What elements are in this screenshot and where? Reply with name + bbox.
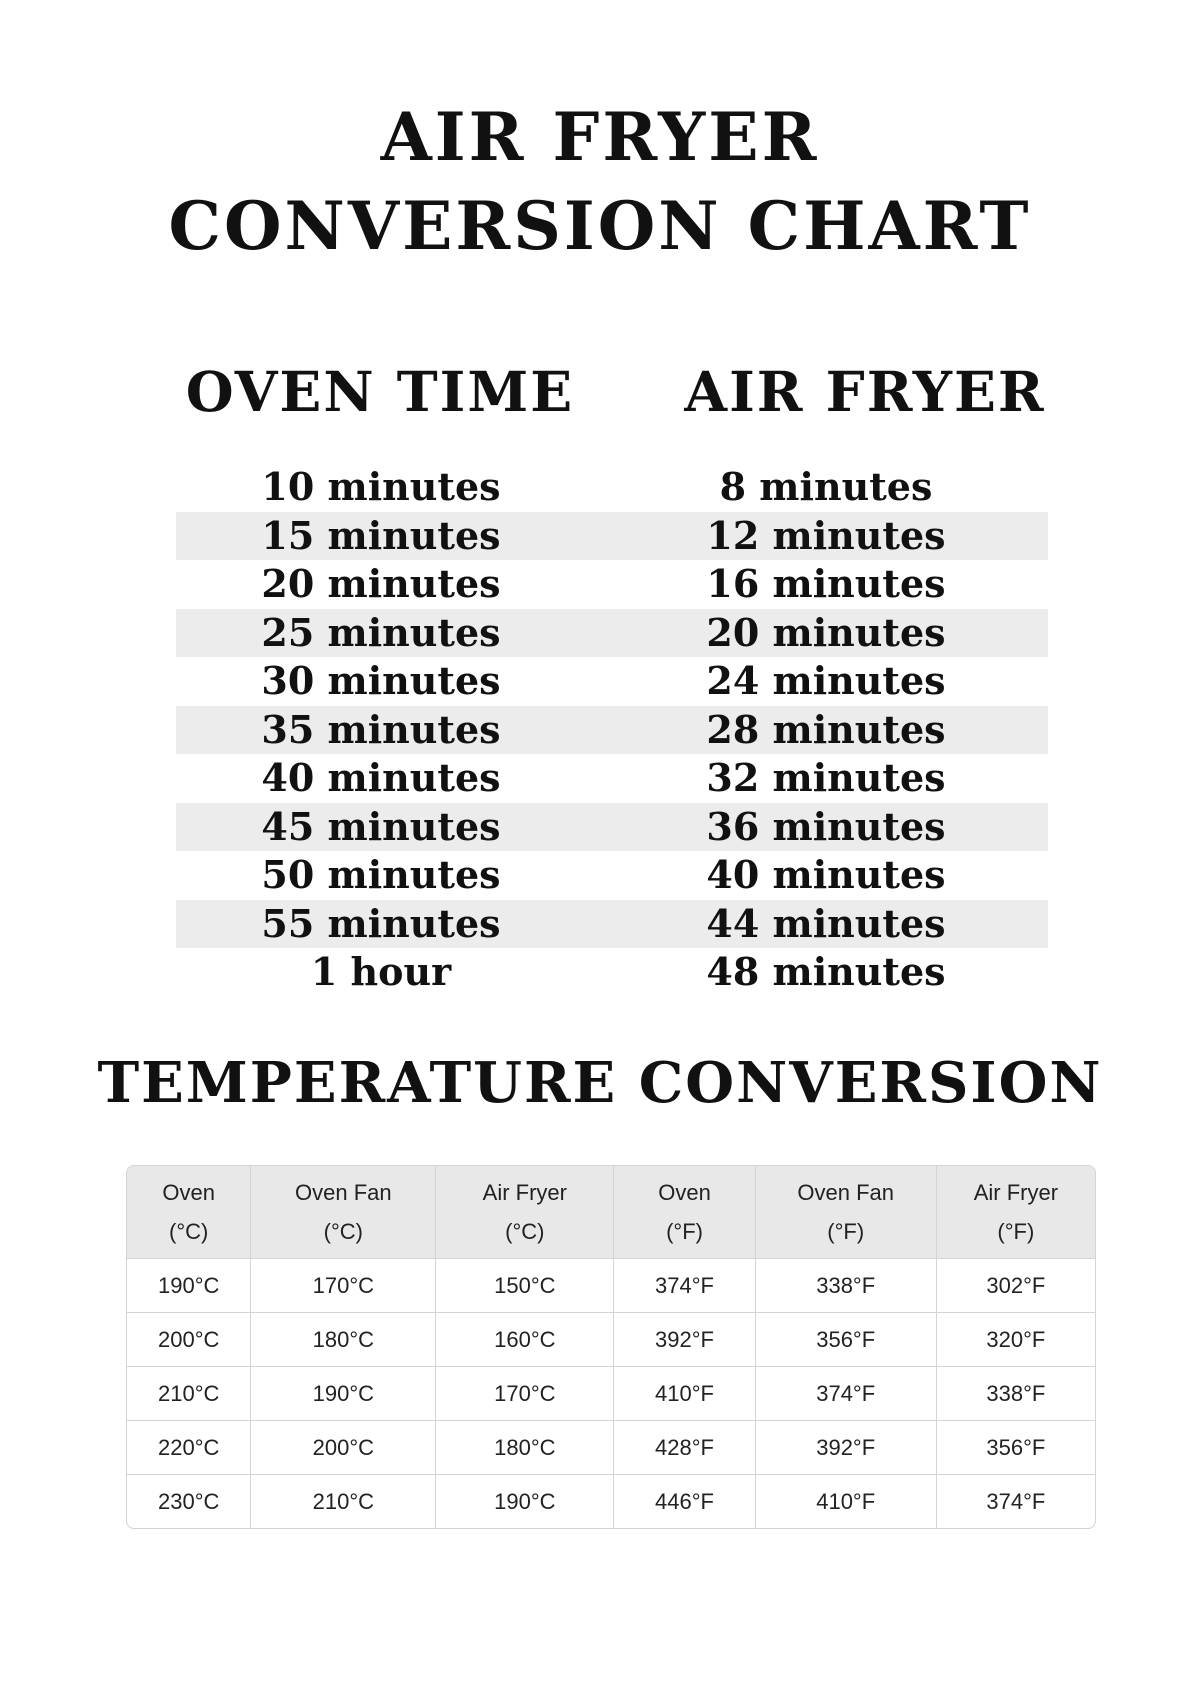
air-fryer-time-value: 40 minutes (706, 852, 946, 898)
temperature-cell: 320°F (936, 1312, 1095, 1367)
air-fryer-time-value: 20 minutes (706, 609, 946, 655)
oven-time-value: 45 minutes (261, 803, 501, 849)
column-header-label: Oven Fan (295, 1180, 392, 1205)
column-header-unit: (°F) (827, 1219, 865, 1244)
column-header-unit: (°C) (505, 1219, 545, 1244)
oven-time-value: 40 minutes (261, 755, 501, 801)
column-header-unit: (°C) (323, 1219, 363, 1244)
temperature-cell: 446°F (613, 1474, 756, 1528)
temperature-header-row: Oven (°C) Oven Fan (°C) Air Fryer (°C) Oven (°F… (127, 1166, 1095, 1259)
temperature-cell: 210°C (250, 1474, 437, 1528)
oven-time-value: 25 minutes (261, 609, 501, 655)
temperature-cell: 392°F (755, 1420, 937, 1475)
temperature-cell: 374°F (755, 1366, 937, 1421)
oven-time-value: 55 minutes (261, 900, 501, 946)
temperature-conversion-heading: TEMPERATURE CONVERSION (97, 1050, 1103, 1116)
time-row: 40 minutes 32 minutes (176, 754, 1048, 803)
page-title-line1: AIR FRYER (380, 98, 820, 176)
time-row: 15 minutes 12 minutes (176, 511, 1048, 560)
temperature-cell: 392°F (613, 1312, 756, 1367)
temperature-cell: 180°C (250, 1312, 437, 1367)
time-row: 30 minutes 24 minutes (176, 657, 1048, 706)
column-header-label: Oven (162, 1180, 215, 1205)
temperature-cell: 190°C (250, 1366, 437, 1421)
temperature-column-header: Air Fryer (°F) (936, 1166, 1095, 1259)
temperature-row: 230°C 210°C 190°C 446°F 410°F 374°F (127, 1474, 1095, 1528)
air-fryer-time-value: 36 minutes (706, 803, 946, 849)
temperature-cell: 410°F (755, 1474, 937, 1528)
temperature-cell: 200°C (127, 1312, 252, 1367)
temperature-cell: 160°C (435, 1312, 615, 1367)
temperature-cell: 190°C (127, 1258, 252, 1313)
temperature-cell: 230°C (127, 1474, 252, 1528)
air-fryer-time-value: 28 minutes (706, 706, 946, 752)
temperature-cell: 220°C (127, 1420, 252, 1475)
air-fryer-time-value: 16 minutes (706, 561, 946, 607)
oven-time-value: 10 minutes (261, 464, 501, 510)
air-fryer-time-value: 24 minutes (706, 658, 946, 704)
temperature-cell: 170°C (435, 1366, 615, 1421)
temperature-cell: 356°F (755, 1312, 937, 1367)
temperature-cell: 338°F (936, 1366, 1095, 1421)
temperature-column-header: Oven Fan (°C) (250, 1166, 437, 1259)
temperature-cell: 302°F (936, 1258, 1095, 1313)
time-row: 25 minutes 20 minutes (176, 608, 1048, 657)
column-header-label: Oven (658, 1180, 711, 1205)
temperature-cell: 150°C (435, 1258, 615, 1313)
temperature-row: 190°C 170°C 150°C 374°F 338°F 302°F (127, 1258, 1095, 1313)
temperature-row: 200°C 180°C 160°C 392°F 356°F 320°F (127, 1312, 1095, 1367)
oven-time-value: 20 minutes (261, 561, 501, 607)
air-fryer-time-value: 12 minutes (706, 512, 946, 558)
air-fryer-time-value: 8 minutes (719, 464, 933, 510)
temperature-cell: 210°C (127, 1366, 252, 1421)
temperature-column-header: Oven (°C) (127, 1166, 252, 1259)
temperature-cell: 410°F (613, 1366, 756, 1421)
oven-time-value: 1 hour (310, 949, 452, 995)
column-header-label: Air Fryer (973, 1180, 1059, 1205)
time-row: 55 minutes 44 minutes (176, 899, 1048, 948)
temperature-column-header: Oven (°F) (613, 1166, 756, 1259)
temperature-cell: 374°F (613, 1258, 756, 1313)
column-header-unit: (°F) (666, 1219, 703, 1244)
temperature-row: 210°C 190°C 170°C 410°F 374°F 338°F (127, 1366, 1095, 1421)
time-conversion-table: 10 minutes 8 minutes 15 minutes 12 minutes 2… (176, 463, 1048, 997)
temperature-column-header: Air Fryer (°C) (435, 1166, 615, 1259)
air-fryer-time-value: 32 minutes (706, 755, 946, 801)
air-fryer-time-value: 48 minutes (706, 949, 946, 995)
temperature-cell: 180°C (435, 1420, 615, 1475)
air-fryer-time-value: 44 minutes (706, 900, 946, 946)
time-row: 35 minutes 28 minutes (176, 705, 1048, 754)
time-row: 10 minutes 8 minutes (176, 463, 1048, 512)
temperature-cell: 428°F (613, 1420, 756, 1475)
time-row: 45 minutes 36 minutes (176, 802, 1048, 851)
temperature-column-header: Oven Fan (°F) (755, 1166, 937, 1259)
oven-time-value: 50 minutes (261, 852, 501, 898)
oven-time-value: 35 minutes (261, 706, 501, 752)
temperature-cell: 190°C (435, 1474, 615, 1528)
time-row: 20 minutes 16 minutes (176, 560, 1048, 609)
column-header-label: Oven Fan (797, 1180, 894, 1205)
temperature-cell: 200°C (250, 1420, 437, 1475)
temperature-cell: 170°C (250, 1258, 437, 1313)
time-row: 50 minutes 40 minutes (176, 851, 1048, 900)
column-header-unit: (°C) (169, 1219, 209, 1244)
temperature-conversion-table: Oven (°C) Oven Fan (°C) Air Fryer (°C) Oven (°F… (126, 1165, 1096, 1529)
column-header-label: Air Fryer (482, 1180, 567, 1205)
oven-time-value: 15 minutes (261, 512, 501, 558)
oven-time-heading: OVEN TIME (185, 359, 575, 424)
oven-time-value: 30 minutes (261, 658, 501, 704)
time-row: 1 hour 48 minutes (176, 948, 1048, 997)
air-fryer-heading: AIR FRYER (684, 359, 1046, 424)
temperature-cell: 356°F (936, 1420, 1095, 1475)
temperature-row: 220°C 200°C 180°C 428°F 392°F 356°F (127, 1420, 1095, 1475)
page-title-line2: CONVERSION CHART (168, 187, 1032, 265)
temperature-cell: 338°F (755, 1258, 937, 1313)
temperature-cell: 374°F (986, 1488, 1046, 1514)
column-header-unit: (°F) (997, 1219, 1035, 1244)
